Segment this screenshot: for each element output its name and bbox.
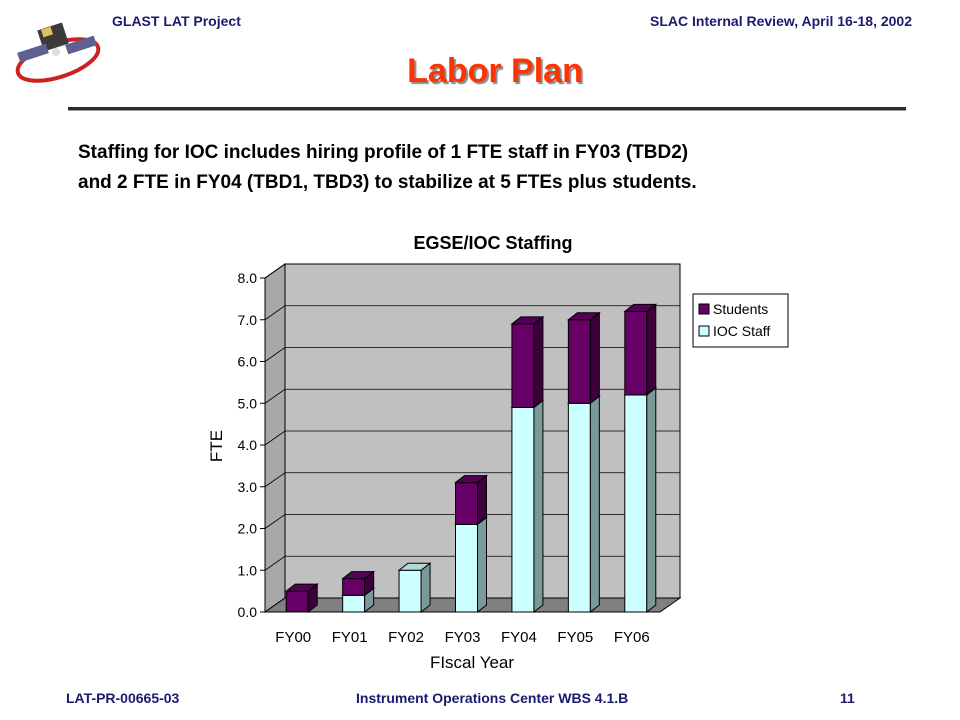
intro-line-1: Staffing for IOC includes hiring profile… xyxy=(78,142,689,163)
intro-text: Staffing for IOC includes hiring profile… xyxy=(78,138,918,198)
y-tick-label: 5.0 xyxy=(238,395,258,411)
bar-ioc-staff-fy02 xyxy=(398,569,422,613)
bar-ioc-staff-fy05 xyxy=(567,402,591,613)
bar-students-fy00 xyxy=(285,590,309,613)
gridline xyxy=(264,347,680,362)
y-tick-label: 3.0 xyxy=(238,479,258,495)
legend-label-ioc-staff: IOC Staff xyxy=(713,323,770,339)
page-number: 11 xyxy=(840,690,855,706)
chart-title: EGSE/IOC Staffing xyxy=(413,233,572,253)
bar-ioc-staff-fy04 xyxy=(511,406,535,613)
legend-swatch-ioc-staff xyxy=(698,325,710,337)
y-tick-label: 6.0 xyxy=(238,354,258,370)
bar-side xyxy=(646,303,657,396)
bar-side xyxy=(646,386,657,614)
bar-students-fy06 xyxy=(624,310,648,396)
y-tick-label: 1.0 xyxy=(238,562,258,578)
bar-top xyxy=(623,303,658,312)
legend-label-students: Students xyxy=(713,301,768,317)
bar-side xyxy=(589,395,600,614)
x-tick-label: FY04 xyxy=(501,629,537,646)
bar-side xyxy=(533,399,544,614)
bar-students-fy04 xyxy=(511,323,535,408)
bar-students-fy03 xyxy=(455,482,478,525)
gridline xyxy=(264,514,680,529)
gridline xyxy=(264,472,680,488)
title-divider xyxy=(68,107,906,111)
header-event: SLAC Internal Review, April 16-18, 2002 xyxy=(650,13,912,29)
intro-line-2: and 2 FTE in FY04 (TBD1, TBD3) to stabil… xyxy=(78,172,697,193)
bar-side xyxy=(420,562,431,614)
gridline xyxy=(264,388,680,404)
bar-top xyxy=(510,316,545,325)
bar-top xyxy=(397,562,432,571)
x-tick-label: FY01 xyxy=(332,629,368,646)
glast-logo-icon xyxy=(15,22,101,83)
x-tick-label: FY03 xyxy=(445,629,481,646)
y-tick-label: 2.0 xyxy=(238,521,258,537)
gridline xyxy=(264,555,680,571)
bar-top xyxy=(341,571,376,580)
bar-side xyxy=(477,474,487,526)
x-axis-label: FIscal Year xyxy=(430,653,514,672)
bar-ioc-staff-fy03 xyxy=(455,523,478,613)
gridline xyxy=(264,305,680,321)
x-tick-label: FY06 xyxy=(614,629,650,646)
gridline xyxy=(264,430,680,446)
bar-top xyxy=(566,312,601,321)
y-tick-label: 4.0 xyxy=(238,437,258,453)
legend-swatch-students xyxy=(698,303,710,315)
footer-doc-id: LAT-PR-00665-03 xyxy=(66,690,180,706)
gridline xyxy=(264,263,680,279)
bar-side xyxy=(533,315,544,409)
x-tick-label: FY02 xyxy=(388,629,424,646)
bar-students-fy05 xyxy=(567,319,591,404)
bar-top xyxy=(284,583,319,592)
y-tick-label: 7.0 xyxy=(238,312,258,328)
bar-students-fy01 xyxy=(342,578,366,596)
x-tick-label: FY05 xyxy=(557,629,593,646)
bar-top xyxy=(454,475,488,484)
bar-ioc-staff-fy06 xyxy=(624,394,648,613)
legend xyxy=(692,293,789,348)
y-tick-label: 8.0 xyxy=(238,270,258,286)
bar-side xyxy=(589,311,600,405)
bar-ioc-staff-fy01 xyxy=(342,594,366,613)
x-tick-label: FY00 xyxy=(275,629,311,646)
slide-title: Labor Plan xyxy=(407,52,583,90)
header-project: GLAST LAT Project xyxy=(112,13,241,29)
footer-wbs: Instrument Operations Center WBS 4.1.B xyxy=(356,690,629,706)
bar-side xyxy=(477,516,487,614)
y-tick-label: 0.0 xyxy=(238,604,258,620)
y-axis-label: FTE xyxy=(207,430,226,462)
